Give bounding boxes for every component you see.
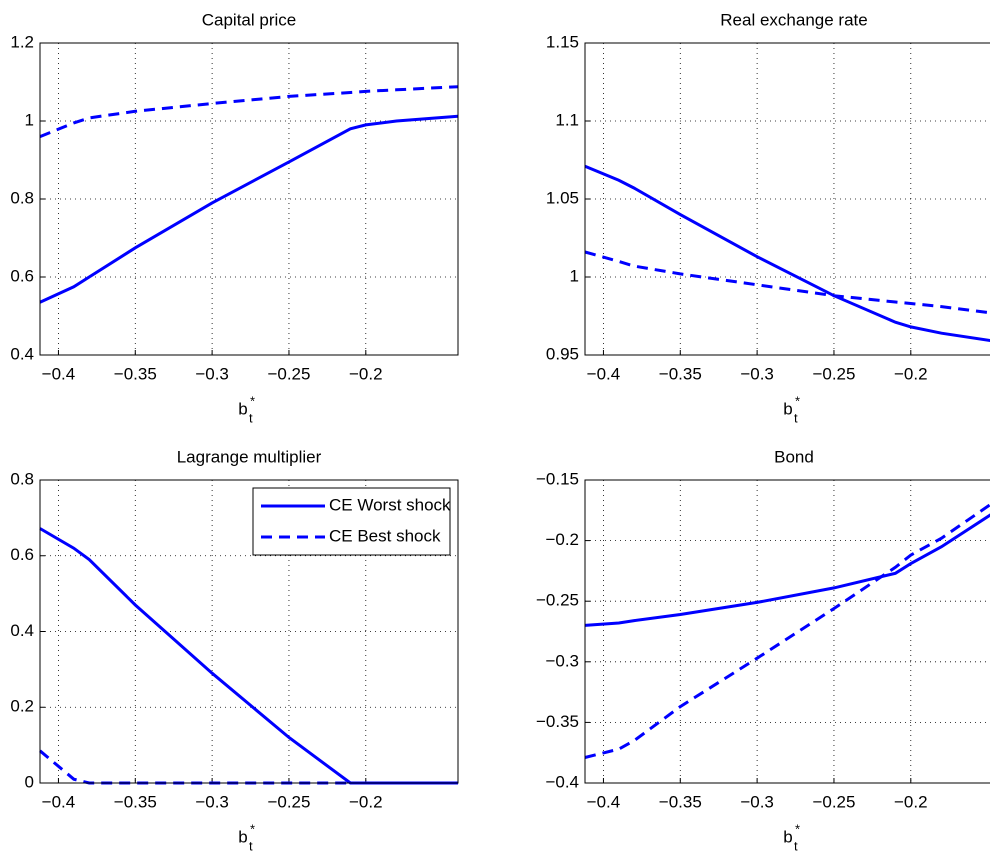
- y-tick-label: 0.4: [10, 344, 34, 363]
- x-tick-label: −0.25: [267, 792, 310, 811]
- x-axis-label: b: [238, 827, 247, 846]
- x-axis-label-sup: *: [250, 821, 255, 836]
- x-axis-label-sub: t: [249, 838, 253, 853]
- x-tick-label: −0.35: [114, 792, 157, 811]
- x-tick-label: −0.2: [894, 364, 928, 383]
- x-tick-label: −0.4: [42, 792, 76, 811]
- x-tick-label: −0.25: [267, 364, 310, 383]
- legend-label: CE Worst shock: [329, 495, 451, 514]
- y-tick-label: −0.4: [545, 772, 579, 791]
- x-tick-label: −0.4: [587, 364, 621, 383]
- data-line: [39, 114, 459, 304]
- x-tick-label: −0.3: [195, 364, 229, 383]
- x-tick-label: −0.3: [195, 792, 229, 811]
- x-tick-label: −0.4: [587, 792, 621, 811]
- y-tick-label: −0.15: [536, 469, 579, 488]
- data-line: [39, 85, 459, 138]
- x-tick-label: −0.25: [812, 792, 855, 811]
- x-tick-label: −0.25: [812, 364, 855, 383]
- x-axis-label-sup: *: [795, 393, 800, 408]
- chart-title: Bond: [774, 447, 814, 466]
- x-tick-label: −0.2: [349, 364, 383, 383]
- x-axis-label-sup: *: [795, 821, 800, 836]
- x-tick-label: −0.35: [659, 792, 702, 811]
- data-line: [584, 250, 990, 315]
- x-axis-label: b: [238, 399, 247, 418]
- legend-label: CE Best shock: [329, 526, 441, 545]
- x-tick-label: −0.35: [659, 364, 702, 383]
- x-axis-label-sup: *: [250, 393, 255, 408]
- y-tick-label: 0.95: [546, 344, 579, 363]
- x-tick-label: −0.2: [349, 792, 383, 811]
- legend-box: [252, 487, 451, 556]
- x-axis-label: b: [783, 827, 792, 846]
- y-tick-label: 0.8: [10, 188, 34, 207]
- y-tick-label: 1: [25, 110, 34, 129]
- x-tick-label: −0.3: [740, 364, 774, 383]
- y-tick-label: 0.2: [10, 697, 34, 716]
- y-tick-label: 1: [570, 266, 579, 285]
- axes-frame: [584, 42, 990, 356]
- y-tick-label: 0: [25, 772, 34, 791]
- chart-title: Lagrange multiplier: [177, 447, 322, 466]
- y-tick-label: −0.3: [545, 651, 579, 670]
- x-axis-label-sub: t: [794, 410, 798, 425]
- plot-area: [40, 43, 458, 355]
- plot-area: [585, 480, 990, 783]
- axes-frame: [39, 42, 459, 356]
- x-axis-label-sub: t: [794, 838, 798, 853]
- y-tick-label: 0.8: [10, 469, 34, 488]
- x-axis-label-sub: t: [249, 410, 253, 425]
- x-tick-label: −0.3: [740, 792, 774, 811]
- y-tick-label: 1.1: [555, 110, 579, 129]
- y-tick-label: 0.6: [10, 545, 34, 564]
- y-tick-label: −0.25: [536, 591, 579, 610]
- y-tick-label: 0.6: [10, 266, 34, 285]
- y-tick-label: 1.15: [546, 32, 579, 51]
- chart-title: Real exchange rate: [720, 10, 867, 29]
- data-line: [584, 513, 990, 627]
- x-axis-label: b: [783, 399, 792, 418]
- axes-frame: [39, 479, 459, 784]
- data-line: [584, 502, 990, 759]
- axes-frame: [584, 479, 990, 784]
- y-tick-label: −0.35: [536, 712, 579, 731]
- x-tick-label: −0.4: [42, 364, 76, 383]
- y-tick-label: 0.4: [10, 621, 34, 640]
- chart-title: Capital price: [202, 10, 297, 29]
- y-tick-label: −0.2: [545, 530, 579, 549]
- x-tick-label: −0.35: [114, 364, 157, 383]
- y-tick-label: 1.05: [546, 188, 579, 207]
- y-tick-label: 1.2: [10, 32, 34, 51]
- x-tick-label: −0.2: [894, 792, 928, 811]
- data-line: [584, 164, 990, 343]
